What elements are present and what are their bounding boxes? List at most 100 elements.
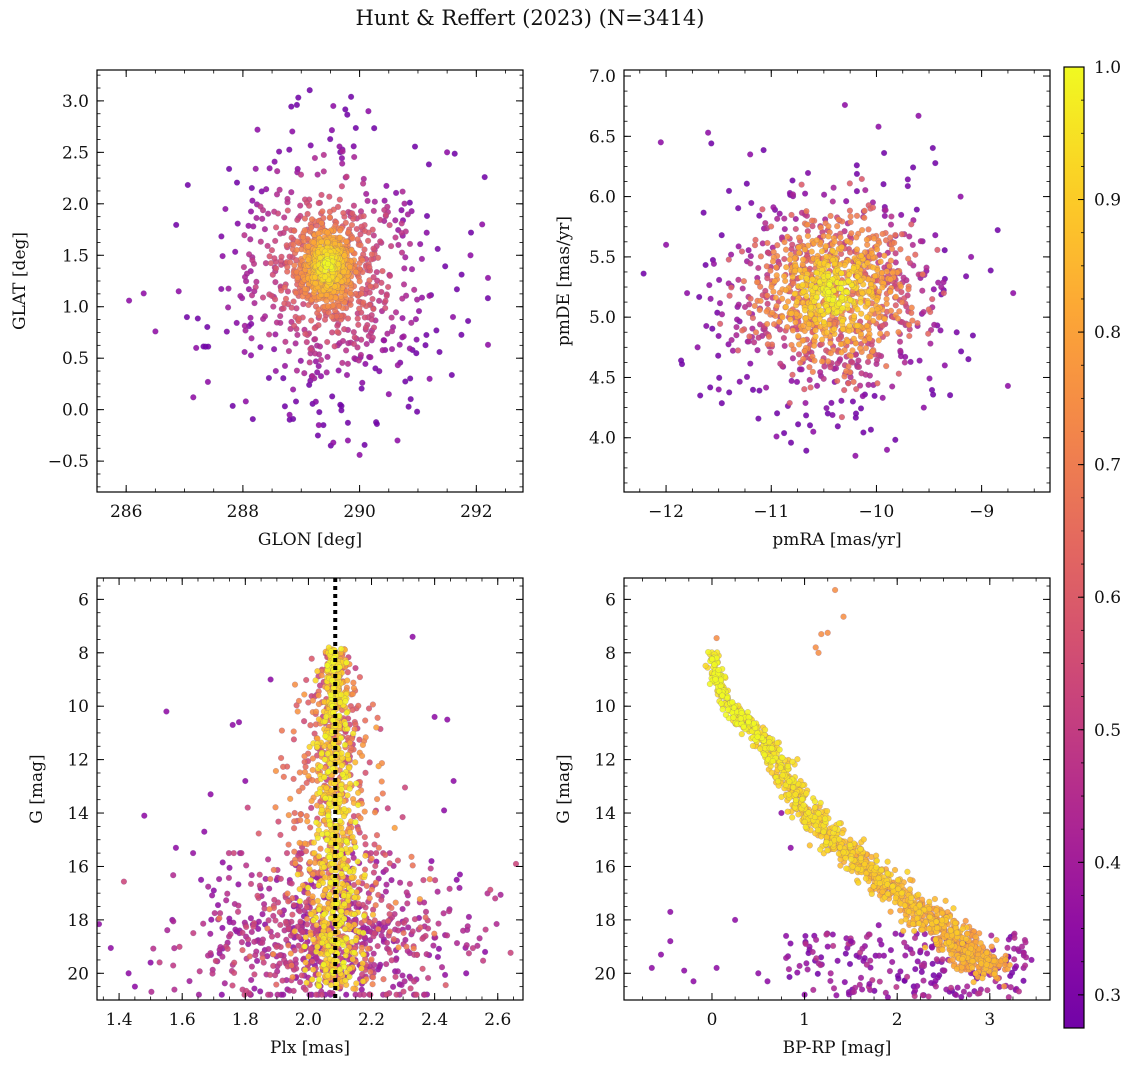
scatter-point — [395, 920, 402, 927]
scatter-point — [348, 93, 355, 100]
scatter-point — [306, 202, 313, 209]
scatter-point — [426, 876, 433, 883]
scatter-point — [1013, 963, 1020, 970]
scatter-point — [367, 991, 374, 998]
ticks: 286 288 290 292−0.50.00.51.01.52.02.53.0 — [48, 70, 523, 522]
scatter-point — [1018, 943, 1026, 950]
scatter-point — [883, 330, 891, 337]
scatter-point — [785, 298, 792, 305]
scatter-point — [282, 338, 289, 345]
scatter-point — [792, 225, 799, 233]
scatter-point — [370, 207, 377, 214]
scatter-point — [335, 837, 342, 844]
scatter-point — [827, 977, 834, 985]
scatter-point — [320, 961, 327, 968]
scatter-point — [937, 327, 944, 334]
scatter-point — [314, 897, 321, 904]
scatter-point — [359, 978, 367, 985]
scatter-point — [793, 378, 801, 385]
scatter-point — [400, 929, 407, 937]
scatter-point — [272, 331, 279, 338]
scatter-point-outlier — [463, 970, 470, 977]
scatter-point — [934, 246, 941, 253]
x-tick-label: −9 — [969, 502, 994, 522]
scatter-point — [361, 834, 368, 841]
scatter-point — [400, 333, 407, 340]
scatter-point — [912, 987, 919, 994]
scatter-point — [270, 303, 277, 310]
scatter-point — [382, 211, 389, 218]
scatter-point — [822, 243, 829, 250]
scatter-point — [435, 945, 442, 952]
scatter-point — [829, 411, 836, 419]
scatter-point — [314, 943, 321, 950]
scatter-point — [328, 313, 335, 320]
scatter-point — [315, 363, 322, 370]
scatter-point — [288, 234, 295, 241]
scatter-point — [374, 943, 381, 950]
scatter-point — [265, 991, 272, 998]
scatter-point — [862, 345, 869, 352]
scatter-point — [343, 935, 350, 942]
scatter-point — [770, 288, 777, 295]
scatter-point — [268, 933, 276, 940]
x-tick-label: 1.6 — [169, 1010, 196, 1030]
scatter-point — [309, 871, 317, 878]
scatter-point — [276, 186, 283, 193]
scatter-point — [895, 329, 902, 336]
scatter-point — [372, 862, 379, 870]
scatter-point — [414, 296, 421, 303]
scatter-point — [308, 216, 316, 223]
scatter-point — [229, 982, 236, 989]
scatter-point — [249, 197, 256, 204]
scatter-point — [359, 960, 366, 967]
scatter-point — [780, 334, 787, 342]
scatter-point — [863, 236, 870, 243]
scatter-point — [386, 928, 393, 935]
scatter-point — [406, 199, 413, 206]
scatter-point — [749, 325, 756, 332]
scatter-point — [383, 939, 391, 946]
scatter-point — [774, 410, 781, 417]
scatter-point — [217, 943, 224, 951]
scatter-point — [370, 274, 377, 281]
scatter-point — [859, 289, 866, 297]
panels: 286 288 290 292−0.50.00.51.01.52.02.53.0GLO… — [10, 67, 1051, 1058]
scatter-point — [302, 959, 309, 966]
scatter-point — [800, 256, 807, 263]
scatter-point-outlier — [125, 970, 132, 977]
scatter-point — [774, 242, 781, 249]
scatter-point — [374, 796, 381, 803]
scatter-point — [853, 162, 860, 169]
scatter-point — [294, 216, 301, 224]
scatter-point — [277, 313, 284, 320]
scatter-point — [275, 818, 282, 825]
scatter-point — [966, 991, 973, 998]
scatter-point — [350, 854, 357, 861]
scatter-point — [811, 316, 818, 323]
scatter-point — [225, 285, 232, 292]
scatter-point — [857, 382, 864, 389]
scatter-point — [867, 426, 874, 433]
scatter-point — [280, 763, 287, 770]
scatter-point — [846, 271, 853, 278]
scatter-point — [314, 668, 321, 675]
scatter-point — [405, 403, 412, 410]
scatter-point — [403, 943, 410, 950]
scatter-point-outlier — [428, 858, 435, 865]
scatter-point — [818, 248, 826, 255]
scatter-point — [351, 949, 358, 956]
scatter-point — [344, 669, 351, 676]
scatter-point — [803, 447, 810, 454]
scatter-point — [783, 954, 790, 962]
y-tick-label: 18 — [67, 911, 89, 931]
scatter-point — [798, 274, 805, 281]
scatter-point — [306, 866, 313, 873]
scatter-point — [245, 936, 252, 943]
scatter-point — [841, 387, 848, 394]
scatter-point — [788, 341, 795, 349]
scatter-point — [787, 940, 794, 947]
scatter-point-outlier — [484, 341, 492, 348]
scatter-point — [734, 316, 741, 323]
scatter-point — [366, 895, 373, 902]
